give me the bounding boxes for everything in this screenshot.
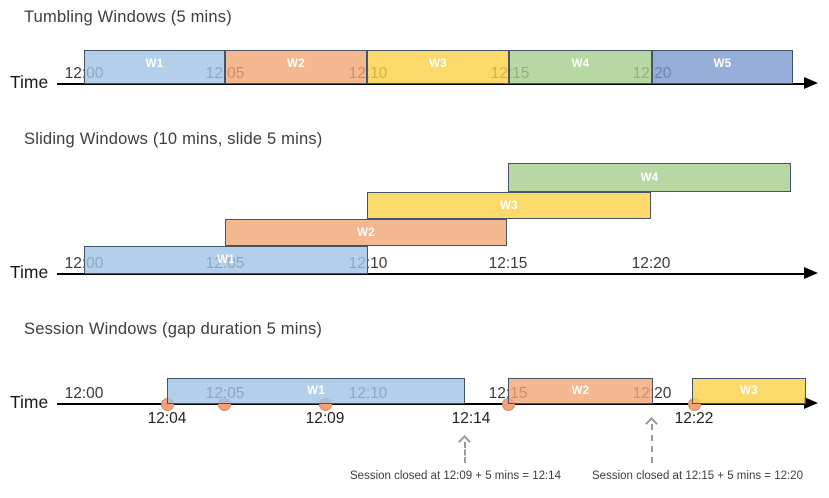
event-time-label: 12:14 <box>451 410 491 427</box>
sliding-window-w1: W1 <box>84 246 368 274</box>
sliding-title: Sliding Windows (10 mins, slide 5 mins) <box>24 130 323 148</box>
session-time-axis <box>57 403 807 405</box>
window-label: W1 <box>307 385 325 397</box>
window-label: W5 <box>713 58 732 70</box>
tumbling-window-w4: W4 <box>509 50 652 84</box>
tumbling-time-label: Time <box>10 72 49 92</box>
session-window-w2: W2 <box>508 378 653 404</box>
session-window-w3: W3 <box>692 378 806 404</box>
sliding-time-label: Time <box>10 262 49 282</box>
tumbling-title: Tumbling Windows (5 mins) <box>24 8 232 26</box>
tumbling-window-w2: W2 <box>225 50 367 84</box>
window-label: W1 <box>145 58 164 70</box>
window-label: W3 <box>500 199 518 212</box>
session-note: Session closed at 12:09 + 5 mins = 12:14 <box>350 470 561 482</box>
event-time-label: 12:22 <box>674 410 714 427</box>
event-time-label: 12:09 <box>305 410 345 427</box>
sliding-axis-arrow-icon <box>804 267 818 279</box>
window-label: W2 <box>571 385 590 397</box>
tumbling-window-w3: W3 <box>367 50 509 84</box>
axis-tick: 12:00 <box>64 385 104 402</box>
window-label: W3 <box>429 58 447 70</box>
tumbling-axis-arrow-icon <box>804 77 818 89</box>
axis-tick: 12:15 <box>488 255 528 272</box>
window-label: W1 <box>217 254 235 266</box>
session-title: Session Windows (gap duration 5 mins) <box>24 320 323 338</box>
axis-tick: 12:20 <box>631 255 671 272</box>
window-label: W4 <box>571 58 590 70</box>
window-label: W3 <box>740 385 758 397</box>
sliding-window-w2: W2 <box>225 219 507 246</box>
event-time-label: 12:04 <box>147 410 187 427</box>
tumbling-time-axis <box>57 83 807 85</box>
sliding-time-axis <box>57 273 807 275</box>
window-label: W2 <box>287 58 305 70</box>
window-label: W2 <box>357 226 375 239</box>
tumbling-window-w1: W1 <box>84 50 225 84</box>
session-note: Session closed at 12:15 + 5 mins = 12:20 <box>592 470 803 482</box>
window-label: W4 <box>640 171 659 184</box>
sliding-window-w3: W3 <box>367 192 651 219</box>
session-window-w1: W1 <box>167 378 465 404</box>
note-arrow-line <box>464 442 466 463</box>
note-arrow-line <box>651 424 653 463</box>
session-time-label: Time <box>10 392 49 412</box>
session-axis-arrow-icon <box>804 397 818 409</box>
tumbling-window-w5: W5 <box>652 50 793 84</box>
sliding-window-w4: W4 <box>508 163 791 192</box>
